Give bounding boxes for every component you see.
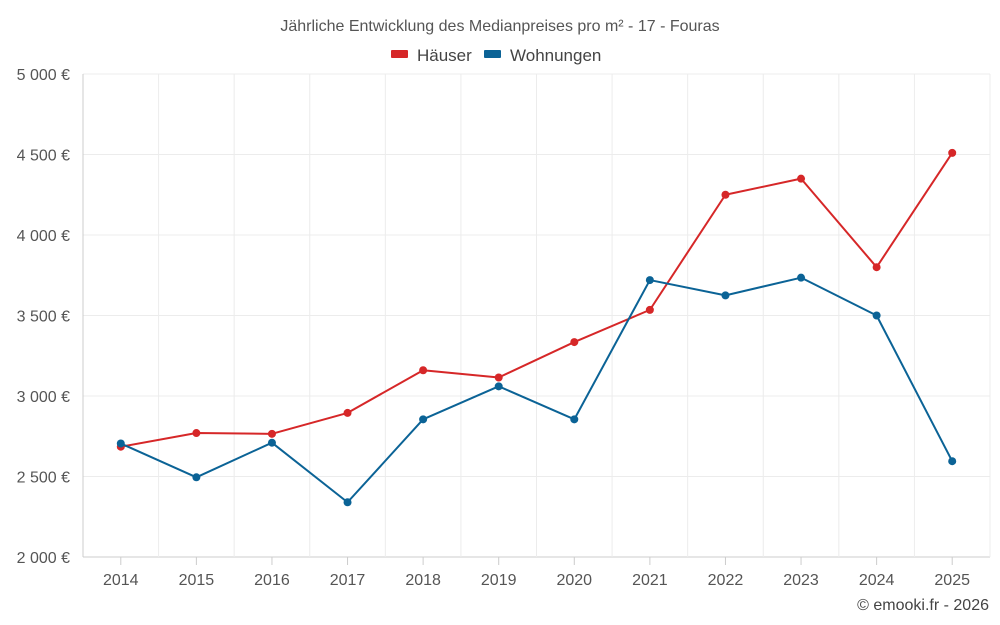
- legend-swatch-wohnungen: [484, 50, 501, 58]
- data-point-haeuser[interactable]: [948, 148, 957, 157]
- data-point-haeuser[interactable]: [267, 429, 276, 438]
- data-point-haeuser[interactable]: [872, 263, 881, 272]
- data-point-wohnungen[interactable]: [343, 498, 352, 507]
- y-axis-ticks: 2 000 € 2 500 € 3 000 € 3 500 € 4 000 € 4 500…: [17, 67, 70, 567]
- data-point-haeuser[interactable]: [192, 429, 201, 438]
- series-line-haeuser: [120, 152, 954, 448]
- gridlines: [82, 73, 991, 558]
- chart-title: Jährliche Entwicklung des Medianpreises …: [280, 18, 719, 35]
- data-point-wohnungen[interactable]: [948, 457, 957, 466]
- x-tick-label: 2014: [103, 572, 139, 589]
- x-tick-label: 2021: [632, 572, 668, 589]
- data-point-haeuser[interactable]: [645, 305, 654, 314]
- data-point-wohnungen[interactable]: [721, 291, 730, 300]
- data-point-wohnungen[interactable]: [116, 439, 125, 448]
- credit-text: © emooki.fr - 2026: [857, 597, 989, 614]
- y-tick-label: 3 000 €: [17, 389, 70, 406]
- series-line-wohnungen: [120, 276, 954, 504]
- x-tick-label: 2017: [330, 572, 366, 589]
- y-tick-label: 3 500 €: [17, 309, 70, 326]
- data-point-wohnungen[interactable]: [645, 276, 654, 285]
- x-tick-label: 2022: [708, 572, 744, 589]
- x-axis-ticks: 2014 2015 2016 2017 2018 2019 2020 2021 2022 2023…: [103, 557, 970, 589]
- x-tick-label: 2020: [556, 572, 592, 589]
- legend: Häuser Wohnungen: [391, 46, 601, 65]
- data-point-haeuser[interactable]: [721, 190, 730, 199]
- x-tick-label: 2018: [405, 572, 441, 589]
- data-point-haeuser[interactable]: [494, 373, 503, 382]
- data-point-haeuser[interactable]: [797, 174, 806, 183]
- x-tick-label: 2019: [481, 572, 517, 589]
- x-tick-label: 2024: [859, 572, 895, 589]
- data-point-wohnungen[interactable]: [872, 311, 881, 320]
- y-tick-label: 2 500 €: [17, 470, 70, 487]
- legend-label-wohnungen[interactable]: Wohnungen: [510, 46, 601, 65]
- y-tick-label: 5 000 €: [17, 67, 70, 84]
- x-tick-label: 2016: [254, 572, 290, 589]
- y-tick-label: 2 000 €: [17, 550, 70, 567]
- series-lines: [116, 148, 957, 507]
- y-tick-label: 4 500 €: [17, 148, 70, 165]
- legend-swatch-haeuser: [391, 50, 408, 58]
- legend-label-haeuser[interactable]: Häuser: [417, 46, 472, 65]
- data-point-wohnungen[interactable]: [494, 382, 503, 391]
- data-point-wohnungen[interactable]: [570, 415, 579, 424]
- x-tick-label: 2015: [179, 572, 215, 589]
- data-point-wohnungen[interactable]: [797, 273, 806, 282]
- data-point-wohnungen[interactable]: [192, 473, 201, 482]
- series-haeuser: [116, 148, 957, 451]
- x-tick-label: 2025: [934, 572, 970, 589]
- series-wohnungen: [116, 273, 957, 507]
- data-point-wohnungen[interactable]: [419, 415, 428, 424]
- data-point-wohnungen[interactable]: [267, 438, 276, 447]
- y-tick-label: 4 000 €: [17, 228, 70, 245]
- data-point-haeuser[interactable]: [343, 408, 352, 417]
- data-point-haeuser[interactable]: [570, 338, 579, 347]
- data-point-haeuser[interactable]: [419, 366, 428, 375]
- x-tick-label: 2023: [783, 572, 819, 589]
